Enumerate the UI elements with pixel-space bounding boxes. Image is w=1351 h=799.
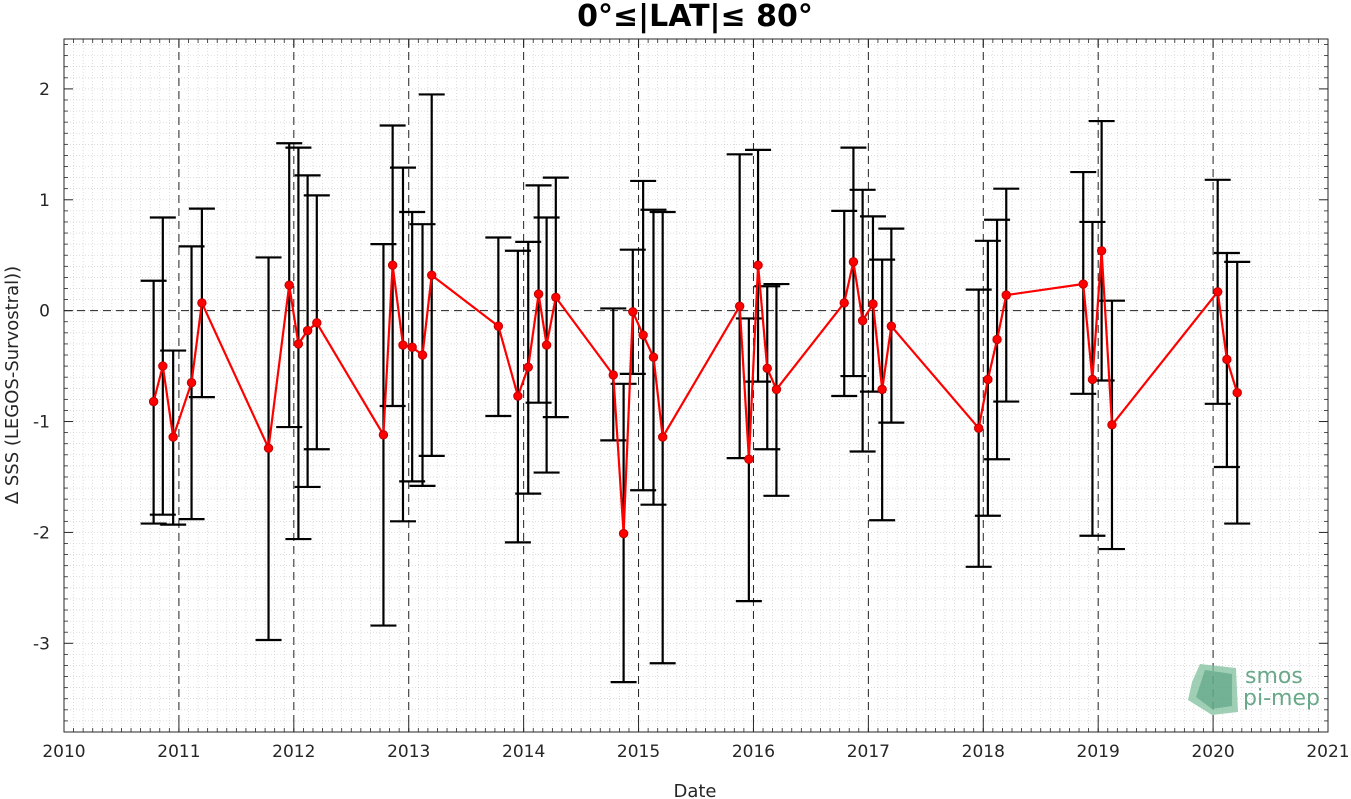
data-point xyxy=(983,374,993,385)
data-point xyxy=(148,396,159,407)
x-tick-label: 2013 xyxy=(387,742,430,762)
data-point xyxy=(533,289,544,299)
x-tick-label: 2016 xyxy=(732,742,775,762)
data-point xyxy=(1096,246,1107,256)
data-point xyxy=(753,260,763,270)
data-point xyxy=(417,350,428,360)
data-point xyxy=(387,260,398,270)
data-point xyxy=(771,384,782,395)
data-point xyxy=(312,318,322,328)
x-tick-label: 2015 xyxy=(617,742,660,762)
data-point xyxy=(868,299,878,309)
y-tick-label: 2 xyxy=(39,80,50,100)
y-tick-label: 0 xyxy=(39,302,50,322)
data-point xyxy=(1232,388,1242,398)
data-point xyxy=(1078,279,1088,289)
ticks: 2010 2011 2012 2013 2014 2015 2016 2017 2018 2019… xyxy=(33,39,1350,762)
data-point xyxy=(1087,374,1098,385)
data-point xyxy=(551,292,561,303)
x-tick-label: 2018 xyxy=(962,742,1005,762)
data-point xyxy=(973,423,984,433)
logo-line2: pi-mep xyxy=(1243,686,1320,711)
x-tick-label: 2014 xyxy=(502,742,545,762)
x-tick-label: 2020 xyxy=(1191,742,1234,762)
x-tick-label: 2021 xyxy=(1306,742,1349,762)
logo-line1: smos xyxy=(1245,664,1303,689)
data-point xyxy=(284,280,294,290)
y-tick-label: 1 xyxy=(39,191,50,211)
data-point xyxy=(1001,290,1011,300)
chart-title: 0°≤|LAT|≤ 80° xyxy=(577,0,813,34)
data-point xyxy=(648,352,659,362)
data-point xyxy=(1107,420,1117,430)
data-point xyxy=(293,339,304,349)
smos-pi-mep-logo: smos pi-mep xyxy=(1188,664,1320,715)
series-markers xyxy=(148,246,1242,539)
data-point xyxy=(762,363,772,374)
data-point xyxy=(302,325,313,336)
data-point xyxy=(398,340,408,350)
logo-emblem-shade xyxy=(1196,670,1232,709)
data-point xyxy=(427,270,437,280)
data-point xyxy=(407,342,417,352)
data-point xyxy=(263,443,274,453)
plot-background xyxy=(64,39,1328,732)
data-point xyxy=(657,432,668,442)
x-axis-label: Date xyxy=(673,781,716,799)
reference-lines xyxy=(64,39,1328,732)
x-tick-label: 2010 xyxy=(42,742,85,762)
data-point xyxy=(857,315,868,326)
data-point xyxy=(848,257,859,267)
y-tick-label: -1 xyxy=(33,413,50,433)
data-point xyxy=(158,361,168,371)
data-point xyxy=(513,391,523,401)
data-point xyxy=(197,298,207,308)
x-tick-label: 2012 xyxy=(272,742,315,762)
grid xyxy=(64,39,1328,733)
data-point xyxy=(628,307,638,317)
data-point xyxy=(493,321,504,331)
y-axis-label: Δ SSS (LEGOS-Survostral)) xyxy=(2,266,23,504)
data-point xyxy=(734,301,745,311)
data-point xyxy=(168,432,178,442)
data-point xyxy=(744,454,754,464)
data-point xyxy=(1212,287,1223,297)
data-point xyxy=(1222,354,1232,365)
data-point xyxy=(608,370,618,380)
data-point xyxy=(186,378,197,388)
x-tick-label: 2011 xyxy=(157,742,200,762)
x-tick-label: 2017 xyxy=(847,742,890,762)
data-point xyxy=(378,430,389,440)
data-point xyxy=(839,298,849,308)
data-point xyxy=(992,334,1002,345)
data-point xyxy=(886,321,897,331)
y-tick-label: -2 xyxy=(33,523,50,543)
data-point xyxy=(877,384,887,395)
data-point xyxy=(541,340,552,350)
data-point xyxy=(638,330,648,340)
data-point xyxy=(523,362,533,372)
y-tick-label: -3 xyxy=(33,634,50,654)
x-tick-label: 2019 xyxy=(1077,742,1120,762)
data-point xyxy=(618,528,629,539)
